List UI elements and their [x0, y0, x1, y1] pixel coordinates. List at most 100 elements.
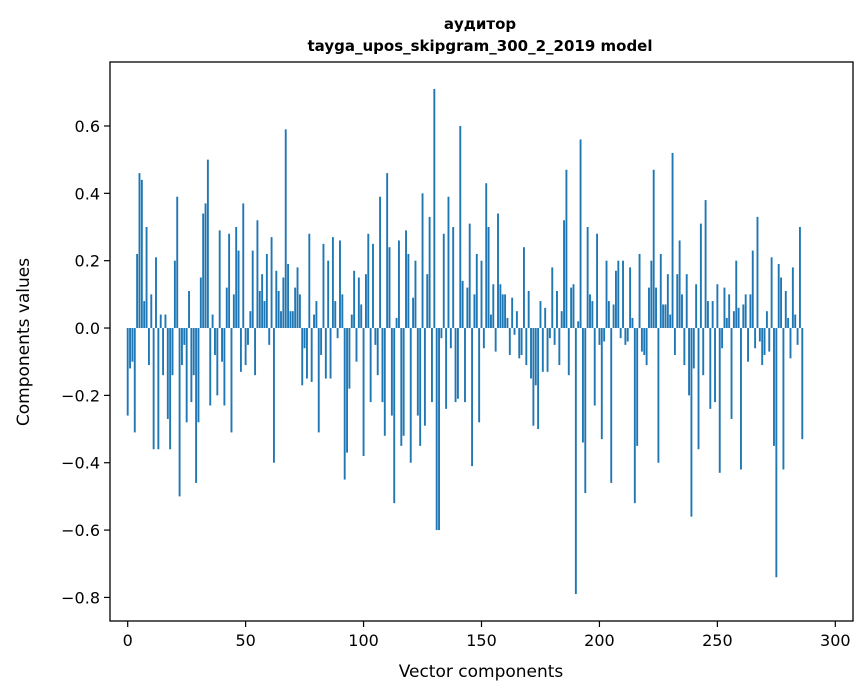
bar-72: [296, 267, 299, 329]
bar-146: [471, 328, 474, 467]
bar-206: [612, 304, 615, 329]
bar-257: [732, 311, 735, 329]
bar-186: [565, 169, 568, 329]
bar-55: [256, 220, 259, 329]
y-tick-label: 0.0: [75, 319, 100, 338]
bar-46: [235, 227, 238, 329]
bar-51: [247, 328, 249, 345]
bar-133: [440, 328, 443, 339]
bar-128: [428, 216, 431, 329]
bar-227: [662, 304, 665, 329]
bar-10: [150, 294, 153, 329]
bar-108: [381, 328, 384, 403]
bar-154: [489, 314, 492, 329]
bar-92: [343, 328, 346, 480]
bar-199: [596, 233, 599, 329]
y-tick-label: −0.2: [61, 386, 100, 405]
bar-28: [192, 328, 195, 376]
x-tick-label: 0: [123, 631, 133, 650]
bar-218: [640, 328, 643, 352]
bar-250: [716, 284, 719, 329]
bar-68: [287, 264, 290, 329]
bar-64: [277, 290, 280, 329]
bar-75: [303, 328, 306, 349]
bar-246: [706, 301, 709, 329]
bar-69: [289, 311, 292, 329]
bar-118: [405, 230, 407, 329]
bar-34: [206, 159, 209, 329]
bar-216: [636, 328, 639, 446]
bar-67: [284, 129, 287, 329]
bar-121: [412, 297, 415, 329]
bar-197: [591, 301, 594, 329]
bar-255: [728, 294, 731, 329]
bar-177: [544, 307, 547, 329]
bar-164: [513, 328, 516, 335]
bar-238: [688, 328, 691, 396]
bar-148: [475, 253, 478, 329]
bar-240: [692, 328, 695, 369]
bar-5: [138, 173, 141, 329]
plot-area-frame: [109, 61, 854, 622]
bar-44: [230, 328, 233, 433]
bar-35: [209, 328, 212, 406]
bar-79: [313, 314, 315, 329]
bar-220: [645, 328, 648, 366]
bar-73: [298, 294, 301, 329]
bar-285: [798, 227, 801, 329]
bar-77: [308, 233, 311, 329]
bar-145: [468, 223, 471, 329]
x-tick-label: 100: [348, 631, 379, 650]
bar-209: [619, 328, 622, 339]
bar-135: [445, 328, 448, 409]
bar-42: [225, 287, 228, 329]
bar-201: [600, 328, 603, 440]
bar-65: [280, 311, 282, 329]
bar-173: [534, 328, 537, 386]
y-tick-label: 0.6: [75, 117, 100, 136]
bar-26: [188, 290, 190, 329]
bar-125: [421, 193, 424, 329]
x-axis-label: Vector components: [399, 662, 564, 682]
bar-56: [258, 290, 261, 329]
bar-249: [714, 328, 716, 403]
bar-49: [242, 203, 245, 329]
bar-2: [131, 328, 134, 362]
bar-1: [129, 328, 131, 369]
bar-162: [508, 328, 511, 355]
bar-141: [459, 125, 462, 329]
bar-202: [603, 328, 606, 342]
bar-143: [464, 328, 466, 403]
bar-94: [348, 328, 351, 389]
bar-102: [367, 233, 370, 329]
bar-9: [147, 328, 150, 366]
bar-237: [685, 274, 688, 329]
bar-230: [669, 314, 672, 329]
bar-247: [709, 328, 712, 409]
bar-50: [244, 328, 247, 366]
bar-93: [346, 328, 348, 453]
bar-223: [652, 169, 655, 329]
bar-16: [164, 314, 167, 329]
y-axis-label: Components values: [14, 258, 34, 426]
y-tick-label: −0.6: [61, 521, 100, 540]
bar-114: [395, 317, 398, 329]
bar-60: [268, 328, 271, 345]
bar-7: [143, 301, 146, 329]
bar-196: [589, 294, 591, 329]
bar-253: [723, 287, 726, 329]
bar-54: [254, 328, 257, 376]
bar-161: [506, 317, 509, 329]
bar-156: [494, 328, 497, 352]
bar-155: [492, 284, 495, 329]
bar-265: [751, 250, 754, 329]
bar-57: [261, 274, 264, 329]
bar-29: [195, 328, 198, 483]
bar-107: [379, 196, 382, 329]
bar-23: [181, 328, 183, 366]
bar-231: [671, 152, 674, 329]
bar-268: [758, 328, 761, 342]
bar-122: [414, 260, 417, 329]
bar-171: [530, 328, 532, 379]
bar-263: [747, 328, 749, 362]
